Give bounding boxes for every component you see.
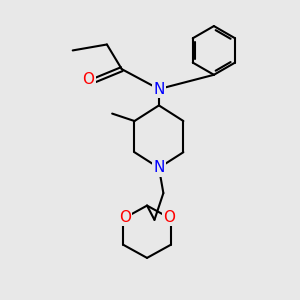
Text: N: N (153, 82, 165, 97)
Text: O: O (82, 72, 94, 87)
Text: N: N (153, 160, 165, 175)
Text: O: O (119, 210, 131, 225)
Text: O: O (163, 210, 175, 225)
